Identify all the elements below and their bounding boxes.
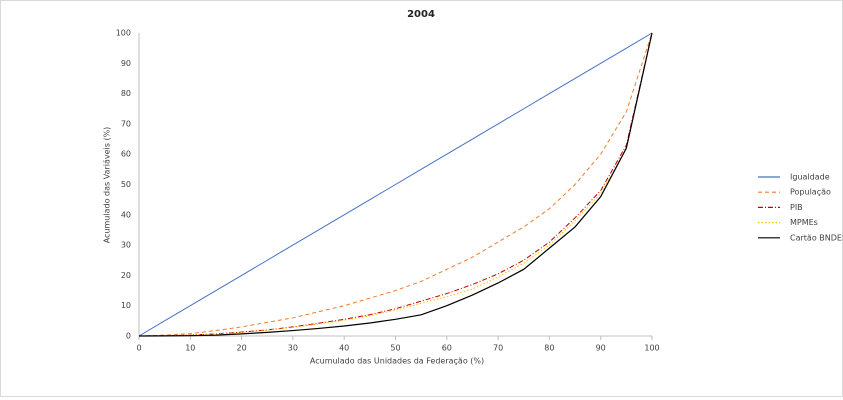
y-tick-label: 50 xyxy=(121,180,131,189)
legend-label: População xyxy=(790,188,831,197)
x-tick-label: 40 xyxy=(339,344,349,353)
x-tick-label: 60 xyxy=(442,344,452,353)
legend-label: Cartão BNDES xyxy=(790,233,843,242)
chart-title: 2004 xyxy=(407,9,435,20)
y-tick-label: 40 xyxy=(121,210,131,219)
legend-label: MPMEs xyxy=(790,218,818,227)
y-tick-label: 0 xyxy=(126,332,131,341)
x-tick-label: 30 xyxy=(288,344,298,353)
series-line xyxy=(138,32,653,337)
y-tick-label: 20 xyxy=(121,271,131,280)
legend-label: Igualdade xyxy=(790,173,830,182)
x-tick-label: 50 xyxy=(390,344,400,353)
x-tick-label: 70 xyxy=(493,344,503,353)
y-tick-label: 90 xyxy=(121,59,131,68)
series-line xyxy=(138,32,653,337)
series-line xyxy=(138,32,653,337)
legend-label: PIB xyxy=(790,203,803,212)
y-tick-label: 80 xyxy=(121,89,131,98)
x-tick-label: 100 xyxy=(644,344,659,353)
x-tick-label: 90 xyxy=(596,344,606,353)
x-axis-label: Acumulado das Unidades da Federação (%) xyxy=(310,357,484,366)
x-tick-label: 10 xyxy=(185,344,195,353)
y-axis-label: Acumulado das Variáveis (%) xyxy=(103,127,112,244)
y-tick-label: 30 xyxy=(121,241,131,250)
y-tick-label: 70 xyxy=(121,119,131,128)
y-tick-label: 10 xyxy=(121,301,131,310)
y-tick-label: 100 xyxy=(116,29,131,38)
x-tick-label: 80 xyxy=(544,344,554,353)
y-tick-label: 60 xyxy=(121,150,131,159)
series-line xyxy=(138,32,653,337)
x-tick-label: 20 xyxy=(237,344,247,353)
x-tick-label: 0 xyxy=(136,344,141,353)
